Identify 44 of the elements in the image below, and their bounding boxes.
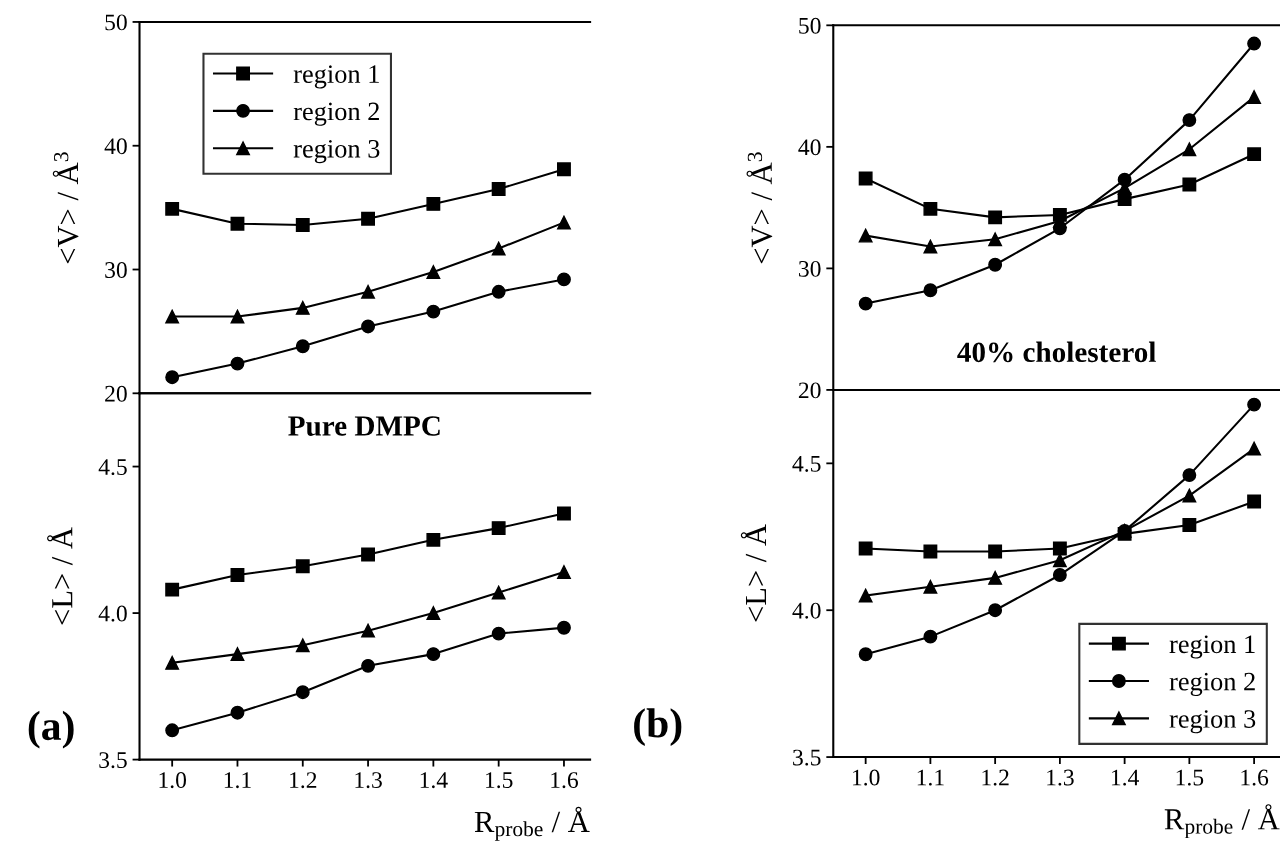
y-tick-label: 4.5 (98, 459, 127, 476)
annotation: 40% cholesterol (957, 341, 1156, 363)
annotation: Pure DMPC (288, 416, 440, 436)
text: (a) (28, 710, 74, 749)
x-tick-label: 1.1 (917, 769, 944, 786)
y-tick-label: 50 (105, 14, 127, 31)
y-tick-label: 3.5 (99, 752, 127, 769)
y-tick-label: 30 (105, 262, 127, 278)
x-axis-title: R$_{probe}$ / Å (1164, 804, 1280, 839)
x-tick-label: 1.1 (224, 772, 251, 789)
y-axis-title: <V> / Å$^{3}$ (52, 152, 79, 264)
x-tick-label: 1.2 (290, 772, 317, 789)
legend-label: region 2 (293, 102, 379, 126)
y-tick-label: 4.0 (98, 605, 127, 622)
y-tick-label: 4.5 (792, 456, 821, 472)
y-tick-label: 20 (105, 385, 127, 402)
x-tick-label: 1.5 (485, 772, 513, 789)
x-tick-label: 1.3 (1047, 769, 1074, 786)
x-tick-label: 1.5 (1176, 769, 1204, 786)
x-tick-label: 1.0 (852, 769, 880, 786)
x-tick-label: 1.2 (982, 769, 1009, 786)
y-tick-label: 30 (798, 260, 821, 277)
y-axis-title: <V> / Å$^{3}$ (746, 152, 773, 264)
text: (b) (634, 708, 682, 747)
y-axis-title: <L> / Å (740, 524, 767, 622)
y-tick-label: 4.0 (792, 602, 821, 619)
y-tick-label: 3.5 (793, 749, 821, 766)
y-tick-label: 40 (798, 139, 821, 156)
y-tick-label: 50 (799, 17, 821, 34)
x-tick-label: 1.6 (1241, 769, 1269, 786)
y-tick-label: 20 (798, 382, 821, 399)
legend-label: region 2 (1169, 672, 1255, 696)
x-axis-title: R$_{probe}$ / Å (474, 806, 590, 841)
legend-label: region 1 (1169, 635, 1255, 659)
x-tick-label: 1.0 (159, 772, 187, 789)
legend-label: region 3 (293, 139, 380, 164)
x-tick-label: 1.4 (420, 772, 448, 789)
x-tick-label: 1.3 (355, 772, 382, 789)
y-tick-label: 40 (104, 138, 127, 155)
y-axis-title: <L> / Å (47, 527, 73, 625)
legend-label: region 3 (1169, 710, 1256, 734)
legend-label: region 1 (293, 65, 379, 89)
x-tick-label: 1.4 (1111, 769, 1140, 786)
x-tick-label: 1.6 (551, 772, 579, 789)
